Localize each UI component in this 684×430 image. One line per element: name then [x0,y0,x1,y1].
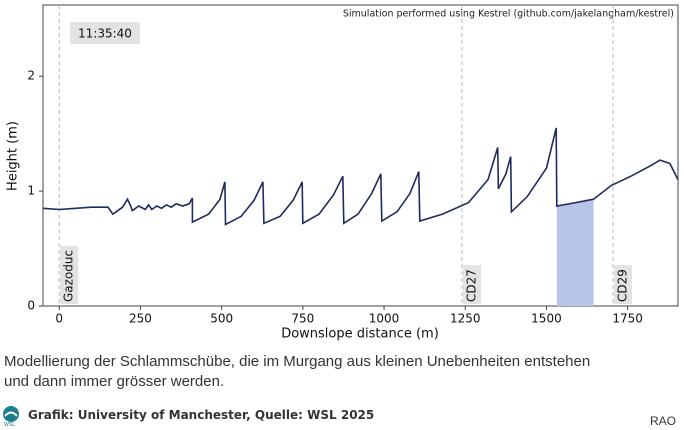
marker-label: CD29 [616,269,630,302]
marker-label-group: CD27 [463,265,482,304]
highlight-area [556,199,594,306]
y-tick-label: 2 [27,69,35,83]
x-tick-label: 0 [55,312,63,326]
credit: Grafik: University of Manchester, Quelle… [28,408,375,422]
marker-label: CD27 [465,269,479,302]
y-tick-label: 0 [27,299,35,313]
marker-label-bg [463,265,482,304]
x-tick-label: 1500 [531,312,562,326]
timestamp: 11:35:40 [78,27,132,41]
x-tick-label: 500 [210,312,233,326]
chart: Simulation performed using Kestrel (gith… [6,4,679,342]
subtitle: Simulation performed using Kestrel (gith… [343,9,674,20]
logo-icon [3,406,19,422]
time-box [70,22,140,44]
marker-label-group: CD29 [614,265,633,304]
marker-label: Gazoduc [62,250,76,302]
x-tick-label: 1250 [450,312,481,326]
marker-label-group: Gazoduc [60,245,79,304]
marker-label-bg [60,245,79,304]
author: RAO [650,414,677,428]
x-tick-label: 1000 [369,312,400,326]
logo-text: WSL [4,422,15,428]
caption-line: und dann immer grösser werden. [4,373,225,390]
marker-label-bg [614,265,633,304]
x-tick-label: 250 [129,312,152,326]
y-tick-label: 1 [27,184,35,198]
x-tick-label: 1750 [612,312,643,326]
plot-frame [42,4,679,307]
y-axis-label: Height (m) [6,121,21,191]
x-tick-label: 750 [291,312,314,326]
height-line [42,127,679,226]
caption: Modellierung der Schlammschübe, die im M… [4,352,590,392]
x-axis-label: Downslope distance (m) [281,327,439,342]
caption-line: Modellierung der Schlammschübe, die im M… [4,353,591,370]
